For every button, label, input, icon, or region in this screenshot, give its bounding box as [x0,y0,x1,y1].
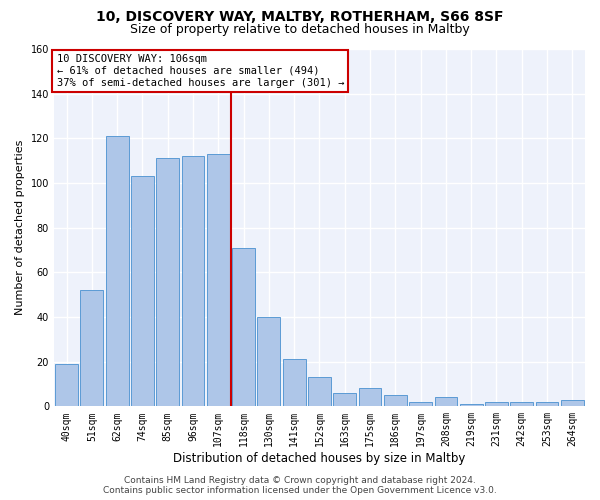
Bar [80,290,103,406]
Bar [207,154,230,406]
Bar [561,400,584,406]
Bar [157,158,179,406]
Bar [434,398,457,406]
Bar [511,402,533,406]
Bar [55,364,78,406]
Bar [257,317,280,406]
Text: Size of property relative to detached houses in Maltby: Size of property relative to detached ho… [130,22,470,36]
Bar [182,156,205,406]
Bar [106,136,128,406]
Bar [334,393,356,406]
Bar [384,395,407,406]
Text: Contains HM Land Registry data © Crown copyright and database right 2024.
Contai: Contains HM Land Registry data © Crown c… [103,476,497,495]
Bar [485,402,508,406]
Bar [359,388,382,406]
Bar [536,402,559,406]
Bar [283,360,305,406]
X-axis label: Distribution of detached houses by size in Maltby: Distribution of detached houses by size … [173,452,466,465]
Text: 10, DISCOVERY WAY, MALTBY, ROTHERHAM, S66 8SF: 10, DISCOVERY WAY, MALTBY, ROTHERHAM, S6… [96,10,504,24]
Bar [460,404,482,406]
Bar [232,248,255,406]
Bar [131,176,154,406]
Text: 10 DISCOVERY WAY: 106sqm
← 61% of detached houses are smaller (494)
37% of semi-: 10 DISCOVERY WAY: 106sqm ← 61% of detach… [56,54,344,88]
Bar [409,402,432,406]
Bar [308,378,331,406]
Y-axis label: Number of detached properties: Number of detached properties [15,140,25,316]
